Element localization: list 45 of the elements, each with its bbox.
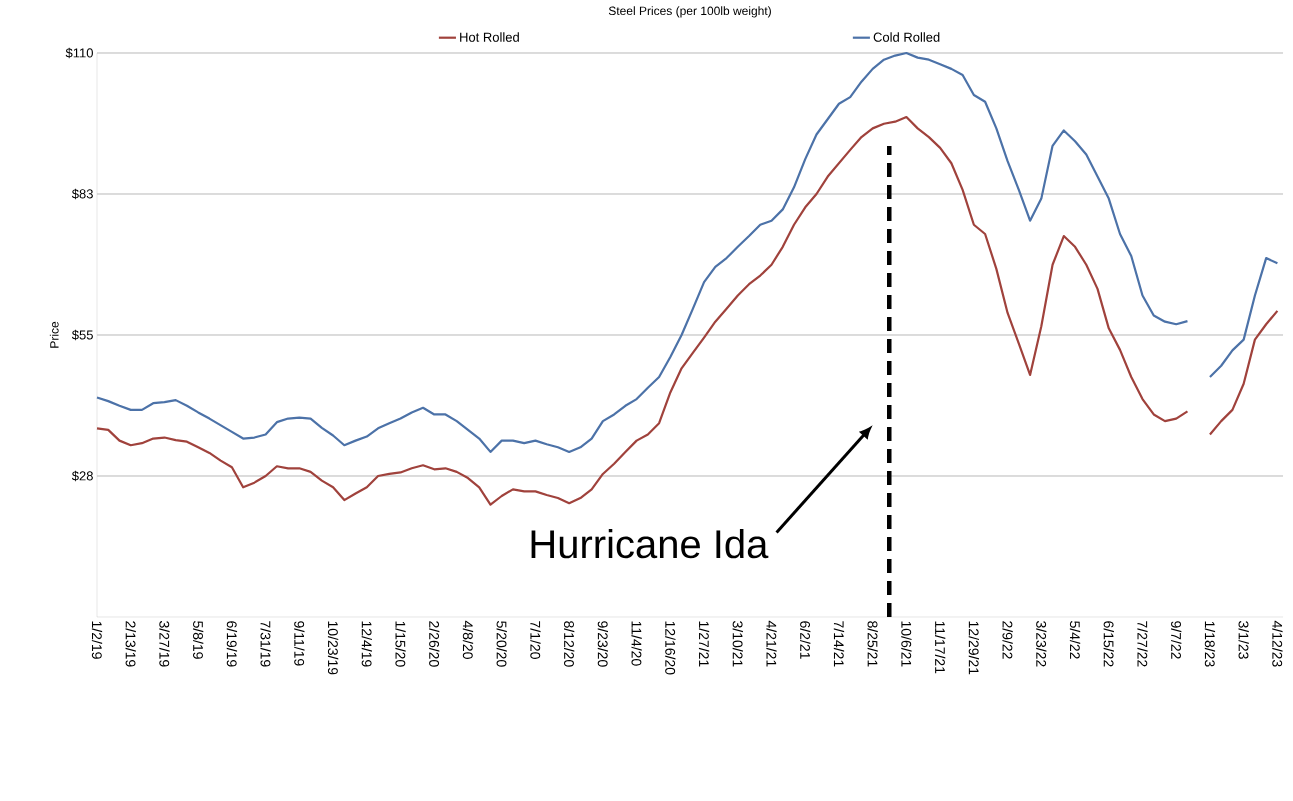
x-tick-label: 1/15/20	[395, 621, 406, 667]
x-tick-label: 9/23/20	[597, 621, 609, 667]
x-tick-label: 3/1/23	[1238, 621, 1249, 659]
x-tick-label: 2/9/22	[1002, 621, 1013, 659]
x-tick-label: 10/23/19	[327, 621, 339, 675]
x-tick-label: 12/4/19	[361, 621, 372, 667]
y-tick-label: $28	[71, 470, 93, 482]
x-tick-label: 11/4/20	[631, 621, 642, 666]
x-tick-label: 5/8/19	[193, 621, 204, 659]
chart-title: Steel Prices (per 100lb weight)	[608, 6, 771, 18]
x-tick-label: 8/25/21	[867, 621, 878, 667]
x-tick-label: 3/10/21	[732, 621, 743, 667]
x-tick-label: 9/7/22	[1171, 621, 1182, 659]
x-tick-label: 7/1/20	[530, 621, 541, 659]
annotation: Hurricane Ida	[531, 528, 769, 559]
x-tick-label: 7/27/22	[1137, 621, 1148, 667]
x-tick-label: 6/15/22	[1103, 621, 1114, 667]
x-tick-label: 4/8/20	[462, 620, 474, 659]
legend-label: Hot Rolled	[460, 32, 519, 42]
x-tick-label: 1/18/23	[1204, 621, 1216, 667]
y-tick-label: $55	[71, 329, 93, 341]
x-tick-label: 6/19/19	[226, 621, 238, 667]
x-tick-label: 6/2/21	[800, 621, 811, 659]
x-tick-label: 8/12/20	[564, 621, 575, 667]
y-axis-title: Price	[49, 321, 59, 348]
x-tick-label: 3/27/19	[159, 621, 170, 667]
x-tick-label: 3/23/22	[1036, 621, 1047, 667]
x-tick-label: 2/13/19	[125, 621, 136, 667]
x-tick-label: 5/20/20	[496, 621, 507, 667]
x-tick-label: 12/16/20	[665, 621, 676, 675]
x-tick-label: 1/2/19	[91, 621, 103, 659]
x-tick-label: 10/6/21	[901, 621, 912, 667]
y-tick-label: $110	[65, 47, 93, 59]
x-tick-label: 7/31/19	[260, 621, 271, 667]
legend-label: Cold Rolled	[873, 32, 940, 42]
x-tick-label: 12/29/21	[968, 621, 980, 675]
x-tick-label: 5/4/22	[1069, 621, 1081, 659]
x-tick-label: 1/27/21	[698, 621, 710, 667]
y-tick-label: $83	[71, 188, 93, 200]
x-tick-label: 4/12/23	[1272, 620, 1283, 667]
x-tick-label: 4/21/21	[766, 620, 777, 667]
x-tick-label: 9/11/19	[294, 621, 305, 666]
x-tick-label: 7/14/21	[833, 621, 845, 667]
x-tick-label: 2/26/20	[429, 621, 440, 667]
x-tick-label: 11/17/21	[935, 621, 946, 674]
